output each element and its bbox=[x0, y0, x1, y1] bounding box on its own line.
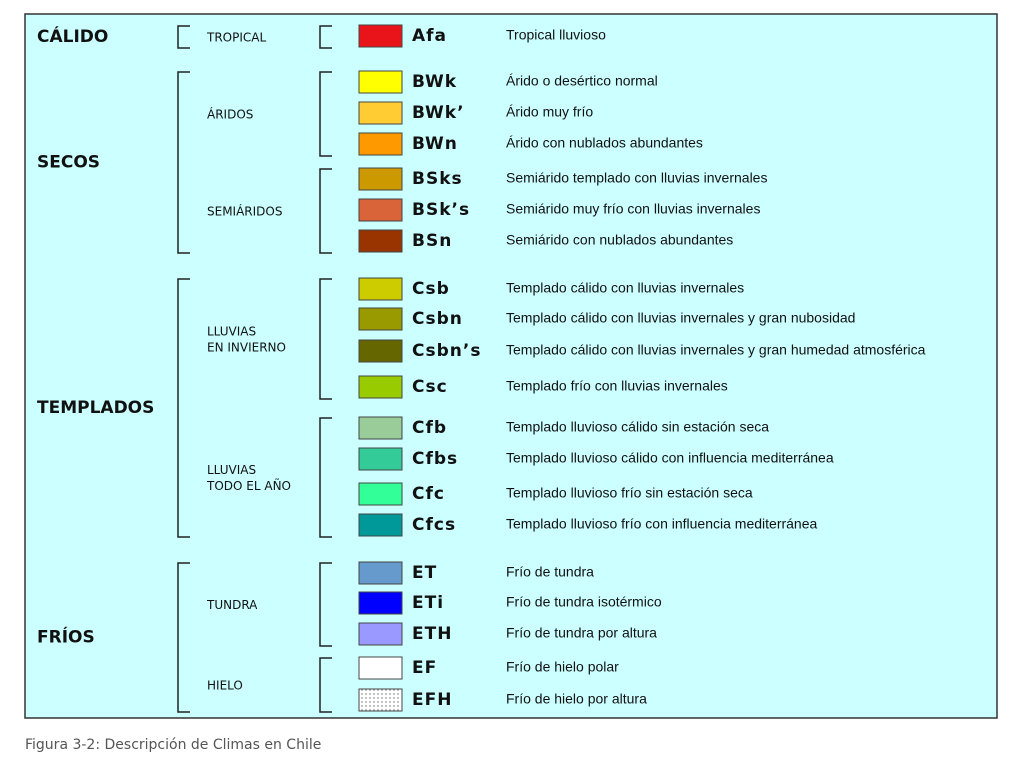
color-swatch bbox=[358, 561, 403, 585]
color-swatch bbox=[358, 229, 403, 253]
climate-code: ETH bbox=[412, 624, 452, 644]
subgroup-label: LLUVIAS bbox=[207, 463, 256, 477]
color-swatch bbox=[358, 277, 403, 301]
climate-description: Templado cálido con lluvias invernales y… bbox=[506, 342, 926, 358]
bracket bbox=[319, 657, 332, 713]
climate-description: Templado cálido con lluvias invernales bbox=[506, 280, 744, 296]
bracket bbox=[319, 562, 332, 647]
group-label: CÁLIDO bbox=[37, 25, 108, 47]
climate-description: Semiárido con nublados abundantes bbox=[506, 232, 733, 248]
climate-description: Templado lluvioso cálido sin estación se… bbox=[506, 419, 769, 435]
bracket bbox=[177, 278, 190, 538]
color-swatch bbox=[358, 198, 403, 222]
color-swatch bbox=[358, 167, 403, 191]
color-swatch bbox=[358, 101, 403, 125]
climate-description: Frío de tundra por altura bbox=[506, 625, 657, 641]
climate-description: Frío de hielo polar bbox=[506, 659, 619, 675]
climate-description: Árido con nublados abundantes bbox=[506, 135, 703, 151]
climate-description: Árido muy frío bbox=[506, 104, 593, 120]
climate-code: BSks bbox=[412, 169, 463, 189]
color-swatch bbox=[358, 513, 403, 537]
climate-code: Cfb bbox=[412, 418, 447, 438]
color-swatch bbox=[358, 70, 403, 94]
color-swatch bbox=[358, 132, 403, 156]
bracket bbox=[319, 417, 332, 538]
subgroup-label: ÁRIDOS bbox=[207, 107, 253, 122]
climate-description: Semiárido templado con lluvias invernale… bbox=[506, 170, 767, 186]
climate-code: Cfcs bbox=[412, 515, 456, 535]
climate-code: Cfbs bbox=[412, 449, 458, 469]
caption: Figura 3-2: Descripción de Climas en Chi… bbox=[25, 737, 321, 753]
bracket bbox=[319, 25, 332, 49]
bracket bbox=[319, 71, 332, 157]
group-label: FRÍOS bbox=[37, 626, 95, 648]
color-swatch bbox=[358, 591, 403, 615]
climate-description: Árido o desértico normal bbox=[506, 73, 658, 89]
subgroup-label: HIELO bbox=[207, 679, 243, 693]
color-swatch bbox=[358, 656, 403, 680]
color-swatch bbox=[358, 375, 403, 399]
group-label: TEMPLADOS bbox=[37, 398, 154, 418]
climate-code: Cfc bbox=[412, 484, 445, 504]
climate-code: ET bbox=[412, 563, 437, 583]
climate-code: EFH bbox=[412, 690, 452, 710]
color-swatch bbox=[358, 339, 403, 363]
climate-description: Templado lluvioso frío sin estación seca bbox=[506, 485, 753, 501]
climate-code: BWk’ bbox=[412, 103, 465, 123]
color-swatch bbox=[358, 622, 403, 646]
climate-description: Frío de hielo por altura bbox=[506, 691, 647, 707]
color-swatch bbox=[358, 24, 403, 48]
climate-description: Templado lluvioso frío con influencia me… bbox=[506, 516, 817, 532]
climate-description: Semiárido muy frío con lluvias invernale… bbox=[506, 201, 760, 217]
climate-description: Frío de tundra bbox=[506, 564, 594, 580]
bracket bbox=[319, 168, 332, 254]
panel bbox=[24, 13, 998, 719]
subgroup-label: TUNDRA bbox=[206, 598, 258, 612]
color-swatch bbox=[358, 447, 403, 471]
group-label: SECOS bbox=[37, 153, 100, 173]
climate-code: BWk bbox=[412, 72, 457, 92]
climate-code: EF bbox=[412, 658, 437, 678]
swatch-pattern bbox=[359, 689, 402, 711]
climate-description: Tropical lluvioso bbox=[506, 27, 606, 43]
climate-code: Csb bbox=[412, 279, 450, 299]
color-swatch bbox=[358, 307, 403, 331]
climate-code: BWn bbox=[412, 134, 458, 154]
bracket bbox=[319, 278, 332, 400]
climate-code: ETi bbox=[412, 593, 444, 613]
climate-description: Templado frío con lluvias invernales bbox=[506, 378, 728, 394]
climate-description: Templado lluvioso cálido con influencia … bbox=[506, 450, 834, 466]
climate-description: Frío de tundra isotérmico bbox=[506, 594, 662, 610]
subgroup-label: LLUVIAS bbox=[207, 325, 256, 339]
subgroup-label: TODO EL AÑO bbox=[206, 478, 291, 493]
subgroup-label: TROPICAL bbox=[206, 31, 266, 45]
color-swatch bbox=[358, 416, 403, 440]
climate-code: Csc bbox=[412, 377, 448, 397]
subgroup-label: SEMIÁRIDOS bbox=[207, 204, 282, 219]
subgroup-label: EN INVIERNO bbox=[207, 341, 286, 355]
bracket bbox=[177, 71, 190, 254]
climate-code: BSk’s bbox=[412, 200, 470, 220]
bracket bbox=[177, 25, 190, 49]
climate-code: Csbn’s bbox=[412, 341, 481, 361]
bracket bbox=[177, 562, 190, 713]
climate-code: Afa bbox=[412, 26, 447, 46]
climate-code: Csbn bbox=[412, 309, 463, 329]
color-swatch bbox=[358, 482, 403, 506]
climate-code: BSn bbox=[412, 231, 452, 251]
climate-description: Templado cálido con lluvias invernales y… bbox=[506, 310, 855, 326]
